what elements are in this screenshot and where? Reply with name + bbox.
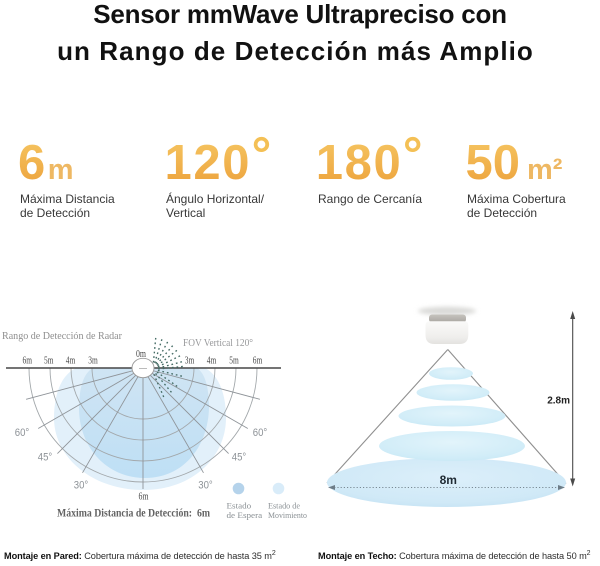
svg-text:4m: 4m xyxy=(66,356,76,367)
svg-text:de Espera: de Espera xyxy=(227,510,263,520)
svg-text:5m: 5m xyxy=(229,356,239,367)
svg-text:60°: 60° xyxy=(253,427,268,439)
svg-text:2.8m: 2.8m xyxy=(547,395,570,406)
svg-text:30°: 30° xyxy=(74,480,89,492)
svg-text:60°: 60° xyxy=(15,427,30,439)
svg-text:Movimiento: Movimiento xyxy=(268,510,307,520)
svg-text:Rango de Detección de Radar: Rango de Detección de Radar xyxy=(2,330,122,342)
svg-text:6m: 6m xyxy=(253,356,263,367)
svg-text:4m: 4m xyxy=(207,356,217,367)
svg-text:45°: 45° xyxy=(232,452,247,464)
svg-text:6m: 6m xyxy=(23,356,33,367)
svg-text:3m: 3m xyxy=(88,356,98,367)
svg-text:0m: 0m xyxy=(136,349,146,360)
svg-text:FOV Vertical 120°: FOV Vertical 120° xyxy=(183,337,253,349)
svg-text:Máxima Distancia de Detección:: Máxima Distancia de Detección: 6m xyxy=(57,506,210,520)
svg-text:5m: 5m xyxy=(44,356,54,367)
svg-text:8m: 8m xyxy=(440,473,457,487)
svg-text:6m: 6m xyxy=(139,492,149,503)
svg-text:3m: 3m xyxy=(185,356,195,367)
svg-text:45°: 45° xyxy=(38,452,53,464)
svg-text:Estado: Estado xyxy=(227,501,252,511)
svg-text:Estado de: Estado de xyxy=(268,501,300,511)
svg-text:30°: 30° xyxy=(198,480,213,492)
